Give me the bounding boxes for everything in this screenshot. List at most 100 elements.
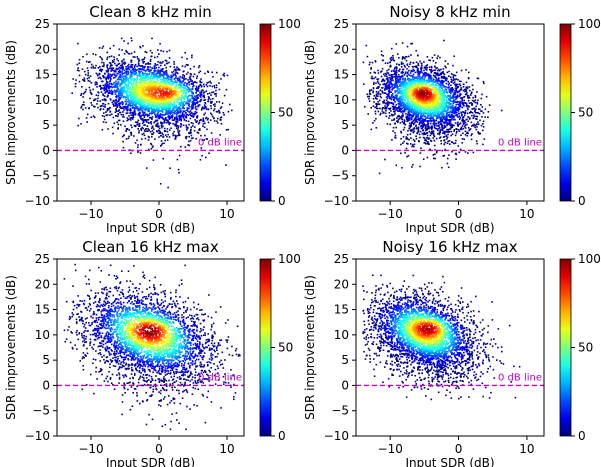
scatter-point <box>106 76 109 79</box>
scatter-point <box>177 127 180 129</box>
scatter-point <box>178 80 181 82</box>
scatter-point <box>401 121 404 123</box>
scatter-point <box>121 107 123 109</box>
scatter-point <box>436 73 439 76</box>
scatter-point <box>128 83 130 85</box>
scatter-point <box>402 136 405 138</box>
scatter-point <box>180 87 183 89</box>
scatter-point <box>425 133 427 135</box>
scatter-point <box>140 107 143 109</box>
scatter-point <box>139 111 141 114</box>
scatter-point <box>434 81 437 83</box>
scatter-point <box>111 126 114 129</box>
scatter-point <box>137 64 140 67</box>
scatter-point <box>417 64 419 67</box>
scatter-point <box>461 118 464 121</box>
scatter-point <box>107 68 109 70</box>
scatter-point <box>170 109 173 112</box>
scatter-point <box>384 62 387 64</box>
scatter-point <box>451 89 454 92</box>
scatter-point <box>196 96 199 98</box>
scatter-point <box>202 120 204 123</box>
scatter-point <box>138 72 141 75</box>
scatter-point <box>435 72 437 75</box>
scatter-point <box>426 125 429 128</box>
scatter-point <box>397 120 399 122</box>
scatter-point <box>461 102 463 104</box>
scatter-point <box>150 100 153 103</box>
scatter-point <box>201 139 204 141</box>
scatter-point <box>476 91 478 93</box>
scatter-point <box>188 88 190 90</box>
scatter-point <box>112 132 114 135</box>
scatter-point <box>96 100 99 102</box>
scatter-point <box>102 87 105 90</box>
scatter-point <box>143 124 145 127</box>
scatter-point <box>415 135 417 137</box>
scatter-point <box>448 91 451 93</box>
scatter-point <box>461 125 464 127</box>
scatter-point <box>205 106 207 108</box>
scatter-point <box>157 72 159 75</box>
scatter-point <box>130 100 132 103</box>
scatter-point <box>113 122 116 125</box>
scatter-point <box>468 71 470 74</box>
scatter-point <box>416 66 418 69</box>
scatter-point <box>444 122 446 124</box>
scatter-point <box>182 115 184 118</box>
scatter-point <box>191 94 193 97</box>
scatter-point <box>454 83 456 86</box>
scatter-point <box>435 151 438 154</box>
scatter-point <box>115 107 117 110</box>
scatter-point <box>446 86 449 89</box>
scatter-point <box>397 81 399 84</box>
scatter-point <box>197 122 200 125</box>
scatter-point <box>138 59 141 62</box>
scatter-point <box>141 133 144 136</box>
scatter-point <box>154 68 156 70</box>
scatter-point <box>117 110 120 112</box>
scatter-point <box>192 113 194 115</box>
scatter-point <box>432 119 434 122</box>
scatter-point <box>140 105 142 108</box>
scatter-point <box>125 138 128 140</box>
scatter-point <box>195 120 197 123</box>
scatter-point <box>211 71 213 74</box>
scatter-point <box>128 101 130 104</box>
scatter-point <box>393 72 396 75</box>
scatter-point <box>162 94 165 97</box>
scatter-point <box>388 92 390 94</box>
scatter-point <box>86 77 89 80</box>
scatter-point <box>410 54 412 56</box>
scatter-point <box>160 114 163 116</box>
scatter-point <box>400 116 402 119</box>
scatter-point <box>122 102 124 105</box>
scatter-point <box>105 89 107 91</box>
scatter-point <box>173 61 175 63</box>
scatter-point <box>447 130 450 133</box>
scatter-point <box>212 91 215 93</box>
scatter-point <box>138 88 141 90</box>
scatter-point <box>189 114 192 116</box>
scatter-point <box>390 59 392 62</box>
scatter-point <box>110 74 112 76</box>
scatter-point <box>422 118 424 120</box>
scatter-point <box>184 85 186 87</box>
scatter-point <box>121 94 123 97</box>
scatter-point <box>370 107 372 109</box>
scatter-point <box>195 81 198 84</box>
scatter-point <box>393 70 396 73</box>
scatter-point <box>448 89 451 92</box>
scatter-point <box>131 84 133 87</box>
scatter-point <box>398 102 401 104</box>
scatter-point <box>178 69 181 71</box>
scatter-point <box>392 57 394 59</box>
scatter-point <box>406 137 408 139</box>
scatter-point <box>480 97 483 100</box>
scatter-point <box>83 77 86 80</box>
scatter-point <box>425 126 427 128</box>
scatter-point <box>172 105 174 107</box>
scatter-point <box>188 123 190 126</box>
scatter-point <box>220 78 222 80</box>
scatter-point <box>473 107 475 109</box>
